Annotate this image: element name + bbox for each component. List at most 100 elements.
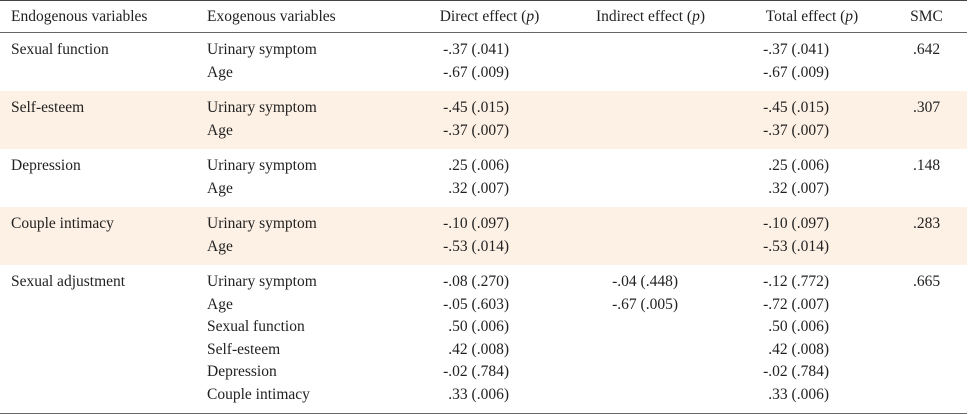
total-effect: -.67 (.009) [763,63,829,81]
total-effect-cell: -.12 (.772) -.72 (.007) .50 (.006) .42 (.00… [738,265,886,414]
smc-cell: .283 [886,207,967,265]
smc-cell: .642 [886,33,967,92]
indirect-effect-cell [563,207,738,265]
indirect-effect [563,178,678,201]
exogenous-variable: Age [207,179,233,197]
exogenous-variable: Age [207,63,233,81]
indirect-effect-cell [563,149,738,207]
direct-effect-cell: -.10 (.097) -.53 (.014) [398,207,563,265]
smc-value: .148 [912,157,941,174]
direct-effect: -.45 (.015) [443,99,509,116]
header-endogenous: Endogenous variables [0,0,202,33]
smc-value: .307 [912,99,941,116]
total-effect: -.53 (.014) [763,237,829,255]
smc-cell: .665 [886,265,967,414]
indirect-effect [563,62,678,85]
exogenous-variable: Urinary symptom [207,157,317,174]
exogenous-variable-cell: Urinary symptom Age [202,33,398,92]
table-row: Depression Urinary symptom Age .25 (.006) .3… [0,149,967,207]
direct-effect: -.08 (.270) [443,273,509,290]
smc-cell: .307 [886,91,967,149]
indirect-effect-cell [563,91,738,149]
endogenous-variable: Sexual adjustment [11,273,126,290]
exogenous-variable: Urinary symptom [207,41,317,58]
endogenous-variable-cell: Depression [0,149,202,207]
direct-effect: -.53 (.014) [443,237,509,255]
direct-effect-cell: -.45 (.015) -.37 (.007) [398,91,563,149]
smc-value: .642 [912,41,941,58]
endogenous-variable-cell: Sexual adjustment [0,265,202,414]
table-row: Self-esteem Urinary symptom Age -.45 (.015)… [0,91,967,149]
total-effect-cell: .25 (.006) .32 (.007) [738,149,886,207]
total-effect: -.02 (.784) [763,363,829,380]
smc-value: .283 [912,215,941,232]
direct-effect: -.67 (.009) [443,63,509,81]
direct-effect: .50 (.006) [448,318,509,335]
indirect-effect [563,236,678,259]
endogenous-variable: Depression [11,157,81,174]
table-row: Sexual function Urinary symptom Age -.37 (.… [0,33,967,92]
indirect-effect [563,97,678,120]
total-effect: .50 (.006) [768,318,829,335]
exogenous-variable-cell: Urinary symptom Age [202,91,398,149]
table-row: Couple intimacy Urinary symptom Age -.10 (.… [0,207,967,265]
header-exogenous: Exogenous variables [202,0,398,33]
indirect-effect-cell [563,33,738,92]
table-row: Sexual adjustment Urinary symptom Age Sexua… [0,265,967,414]
exogenous-variable: Urinary symptom [207,99,317,116]
indirect-effect [563,316,678,339]
indirect-effect [563,39,678,62]
indirect-effect [563,213,678,236]
total-effect-cell: -.10 (.097) -.53 (.014) [738,207,886,265]
direct-effect-cell: .25 (.006) .32 (.007) [398,149,563,207]
exogenous-variable: Urinary symptom [207,273,317,290]
total-effect: .25 (.006) [768,157,829,174]
indirect-effect [563,120,678,143]
exogenous-variable: Sexual function [207,318,305,335]
exogenous-variable-cell: Urinary symptom Age Sexual function Self-es… [202,265,398,414]
total-effect: .32 (.007) [768,179,829,197]
direct-effect: -.05 (.603) [443,295,509,313]
direct-effect: -.37 (.041) [443,41,509,58]
exogenous-variable: Self-esteem [207,340,281,358]
header-direct-effect: Direct effect (p) [398,0,563,33]
total-effect: .42 (.008) [768,340,829,358]
exogenous-variable: Couple intimacy [207,385,310,403]
total-effect: -.37 (.041) [763,41,829,58]
exogenous-variable: Age [207,295,233,313]
endogenous-variable: Self-esteem [11,99,85,116]
total-effect: -.10 (.097) [763,215,829,232]
direct-effect-cell: -.37 (.041) -.67 (.009) [398,33,563,92]
exogenous-variable: Age [207,121,233,139]
direct-effect-cell: -.08 (.270) -.05 (.603) .50 (.006) .42 (.00… [398,265,563,414]
direct-effect: -.37 (.007) [443,121,509,139]
total-effect: -.72 (.007) [763,295,829,313]
direct-effect: .33 (.006) [448,385,509,403]
indirect-effect-cell: -.04 (.448) -.67 (.005) [563,265,738,414]
endogenous-variable-cell: Couple intimacy [0,207,202,265]
total-effect-cell: -.45 (.015) -.37 (.007) [738,91,886,149]
total-effect-cell: -.37 (.041) -.67 (.009) [738,33,886,92]
direct-effect: -.10 (.097) [443,215,509,232]
indirect-effect [563,384,678,407]
smc-cell: .148 [886,149,967,207]
header-total-effect: Total effect (p) [738,0,886,33]
endogenous-variable-cell: Sexual function [0,33,202,92]
direct-effect: .42 (.008) [448,340,509,358]
exogenous-variable-cell: Urinary symptom Age [202,207,398,265]
total-effect: -.37 (.007) [763,121,829,139]
indirect-effect [563,361,678,384]
header-smc: SMC [886,0,967,33]
exogenous-variable-cell: Urinary symptom Age [202,149,398,207]
header-indirect-effect: Indirect effect (p) [563,0,738,33]
exogenous-variable: Urinary symptom [207,215,317,232]
table-body: Sexual function Urinary symptom Age -.37 (.… [0,33,967,414]
total-effect: .33 (.006) [768,385,829,403]
indirect-effect [563,339,678,362]
endogenous-variable: Sexual function [11,41,109,58]
header-row: Endogenous variables Exogenous variables… [0,0,967,33]
endogenous-variable: Couple intimacy [11,215,114,232]
exogenous-variable: Age [207,237,233,255]
indirect-effect: -.04 (.448) [612,273,678,290]
